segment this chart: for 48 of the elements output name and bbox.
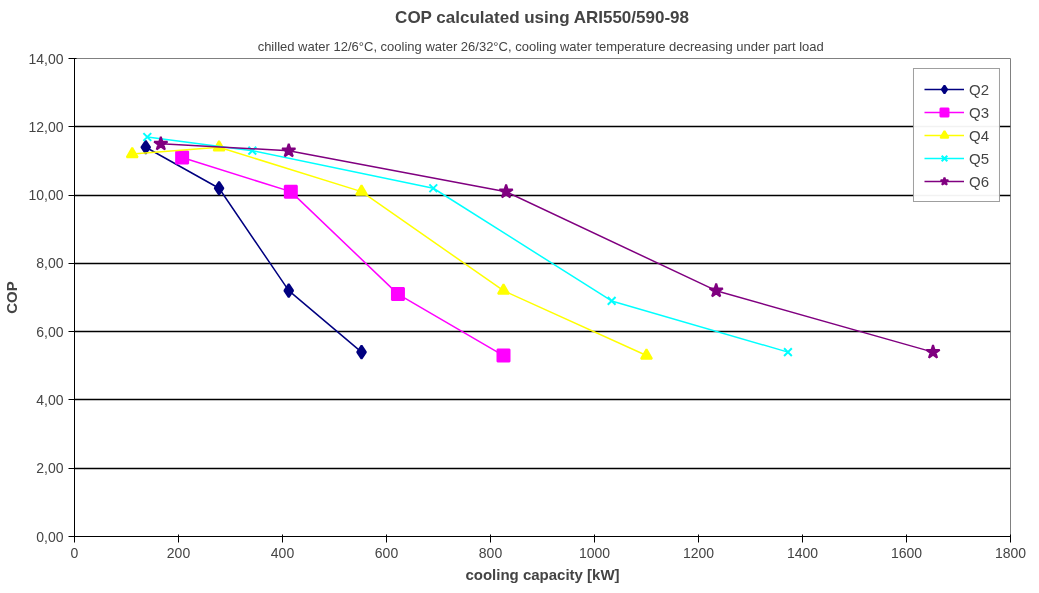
x-axis-title: cooling capacity [kW] bbox=[465, 565, 620, 583]
point bbox=[783, 347, 793, 358]
point bbox=[140, 139, 152, 155]
y-tick-label: 6,00 bbox=[36, 323, 64, 340]
point bbox=[355, 184, 369, 196]
point bbox=[175, 150, 190, 165]
point bbox=[390, 287, 405, 302]
y-tick-label: 2,00 bbox=[36, 460, 64, 477]
y-tick-label: 4,00 bbox=[36, 391, 64, 408]
y-tick-label: 10,00 bbox=[28, 187, 64, 204]
x-tick-label: 1800 bbox=[994, 544, 1027, 561]
point bbox=[283, 184, 298, 199]
y-axis-title: COP bbox=[3, 281, 21, 314]
y-tick-label: 8,00 bbox=[36, 255, 64, 272]
x-tick-label: 1000 bbox=[578, 544, 611, 561]
point bbox=[247, 145, 258, 156]
legend-label: Q5 bbox=[968, 149, 989, 167]
x-tick-label: 200 bbox=[166, 544, 191, 561]
point bbox=[142, 132, 153, 142]
point bbox=[283, 283, 295, 299]
x-tick-label: 600 bbox=[374, 544, 399, 561]
legend-label: Q4 bbox=[968, 126, 989, 144]
point bbox=[125, 146, 139, 159]
point bbox=[606, 296, 617, 306]
x-tick-label: 1600 bbox=[890, 544, 923, 561]
legend-label: Q3 bbox=[968, 103, 989, 121]
y-tick-label: 14,00 bbox=[28, 50, 64, 67]
point bbox=[925, 344, 941, 359]
x-tick-label: 1200 bbox=[682, 544, 715, 561]
chart-title: COP calculated using ARI550/590-98 bbox=[395, 7, 689, 27]
point bbox=[281, 142, 297, 158]
x-tick-label: 1400 bbox=[786, 544, 819, 561]
point bbox=[640, 348, 653, 360]
x-tick-label: 800 bbox=[478, 544, 503, 561]
point bbox=[498, 183, 514, 199]
point bbox=[153, 135, 169, 151]
x-tick-label: 400 bbox=[270, 544, 295, 561]
legend-label: Q6 bbox=[968, 172, 989, 190]
point bbox=[428, 183, 439, 194]
x-tick-label: 0 bbox=[70, 544, 79, 561]
point bbox=[497, 283, 510, 295]
point bbox=[213, 180, 225, 196]
legend-label: Q2 bbox=[968, 80, 989, 98]
chart-subtitle: chilled water 12/6°C, cooling water 26/32°C, cooling water temperature decreasing under part load bbox=[257, 38, 824, 54]
point bbox=[496, 348, 511, 363]
y-tick-label: 0,00 bbox=[36, 528, 64, 545]
y-tick-label: 12,00 bbox=[28, 118, 64, 135]
point bbox=[708, 282, 724, 298]
